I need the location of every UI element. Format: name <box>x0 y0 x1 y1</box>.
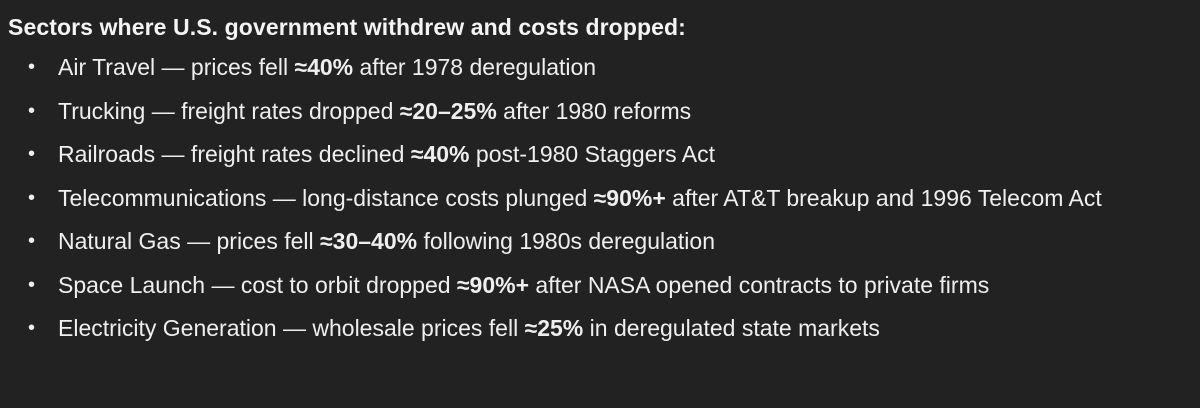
item-text-tail: following 1980s deregulation <box>417 228 715 254</box>
item-text-tail: after 1980 reforms <box>496 97 692 124</box>
item-figure: ≈40% <box>410 141 470 167</box>
item-text: Natural Gas — prices fell <box>58 228 321 254</box>
item-text-tail: after NASA opened contracts to private f… <box>529 271 990 298</box>
item-figure: ≈30–40% <box>320 228 418 254</box>
item-text-tail: in deregulated state markets <box>583 315 880 341</box>
sector-list: • Air Travel — prices fell ≈40% after 19… <box>8 46 1200 351</box>
bullet-icon: • <box>28 317 36 339</box>
item-text: Telecommunications — long-distance costs… <box>58 184 594 211</box>
item-text: Space Launch — cost to orbit dropped <box>58 271 457 298</box>
item-text: Trucking — freight rates dropped <box>58 97 400 124</box>
list-item-electricity-generation: • Electricity Generation — wholesale pri… <box>8 307 1198 351</box>
list-item-telecommunications: • Telecommunications — long-distance cos… <box>8 177 1198 221</box>
item-text: Electricity Generation — wholesale price… <box>58 315 525 341</box>
bullet-icon: • <box>28 230 36 252</box>
section-heading: Sectors where U.S. government withdrew a… <box>8 14 686 40</box>
list-item-railroads: • Railroads — freight rates declined ≈40… <box>8 133 1198 177</box>
item-figure: ≈40% <box>294 54 354 80</box>
item-figure: ≈90%+ <box>593 184 666 211</box>
bullet-icon: • <box>28 186 36 209</box>
item-text: Railroads — freight rates declined <box>58 141 411 167</box>
bullet-icon: • <box>28 143 36 165</box>
list-item-space-launch: • Space Launch — cost to orbit dropped ≈… <box>8 264 1198 308</box>
bullet-icon: • <box>28 99 36 122</box>
item-text-tail: after AT&T breakup and 1996 Telecom Act <box>665 184 1102 211</box>
item-figure: ≈20–25% <box>399 97 497 124</box>
item-text-tail: post-1980 Staggers Act <box>469 141 716 167</box>
list-item-trucking: • Trucking — freight rates dropped ≈20–2… <box>8 90 1198 134</box>
bullet-icon: • <box>28 273 36 296</box>
item-figure: ≈90%+ <box>456 271 530 298</box>
item-figure: ≈25% <box>524 315 584 341</box>
list-item-natural-gas: • Natural Gas — prices fell ≈30–40% foll… <box>8 220 1198 264</box>
item-text: Air Travel — prices fell <box>58 54 295 80</box>
bullet-icon: • <box>28 56 36 78</box>
item-text-tail: after 1978 deregulation <box>353 54 597 80</box>
list-item-air-travel: • Air Travel — prices fell ≈40% after 19… <box>8 46 1198 90</box>
